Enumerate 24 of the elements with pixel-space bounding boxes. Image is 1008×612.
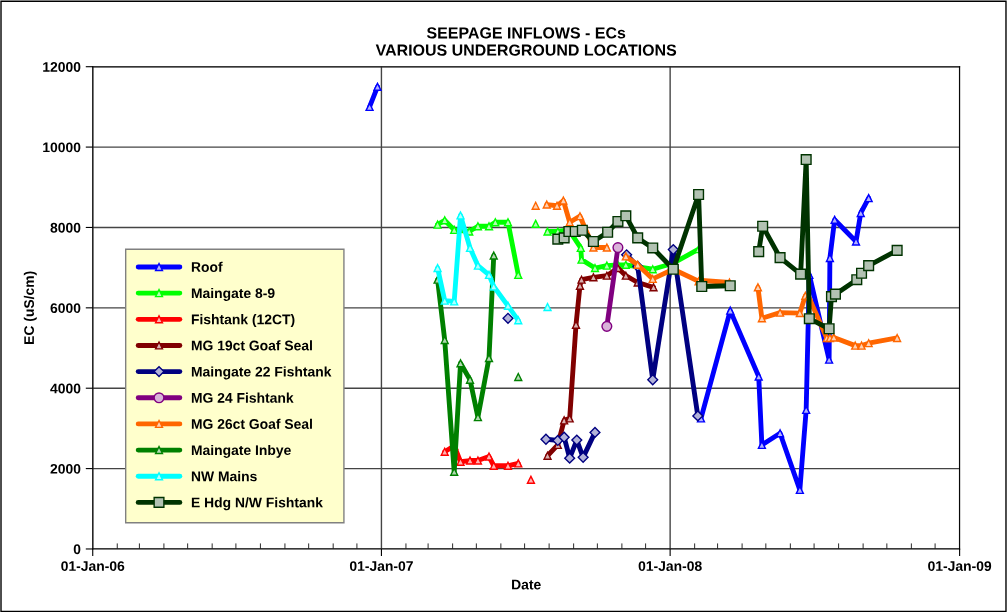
legend-label: Roof <box>191 261 223 272</box>
legend-label: MG 24 Fishtank <box>191 392 294 403</box>
x-tick-label: 01-Jan-08 <box>638 561 702 571</box>
legend-label: MG 19ct Goaf Seal <box>191 340 312 351</box>
y-tick-label: 10000 <box>43 142 81 153</box>
y-tick-label: 6000 <box>50 303 81 314</box>
chart-title: SEEPAGE INFLOWS - ECs VARIOUS UNDERGROUND LOCATIONS <box>375 27 677 56</box>
legend-label: Maingate 22 Fishtank <box>191 366 332 380</box>
legend-label: MG 26ct Goaf Seal <box>191 418 312 429</box>
y-tick-label: 12000 <box>43 62 81 72</box>
legend-label: NW Mains <box>191 471 257 482</box>
legend-label: Maingate 8-9 <box>191 287 275 301</box>
x-tick-label: 01-Jan-06 <box>61 561 125 571</box>
y-tick-label: 4000 <box>50 383 81 394</box>
y-tick-label: 2000 <box>50 463 81 474</box>
y-tick-label: 8000 <box>50 222 81 233</box>
x-tick-label: 01-Jan-09 <box>928 561 992 571</box>
y-axis-title: EC (uS/cm) <box>23 271 37 344</box>
legend-label: Fishtank (12CT) <box>191 314 295 328</box>
legend-label: E Hdg N/W Fishtank <box>191 497 323 511</box>
x-axis-title: Date <box>512 579 541 590</box>
x-tick-label: 01-Jan-07 <box>349 561 413 571</box>
y-tick-label: 0 <box>73 544 81 555</box>
legend-label: Maingate Inbye <box>191 444 291 458</box>
